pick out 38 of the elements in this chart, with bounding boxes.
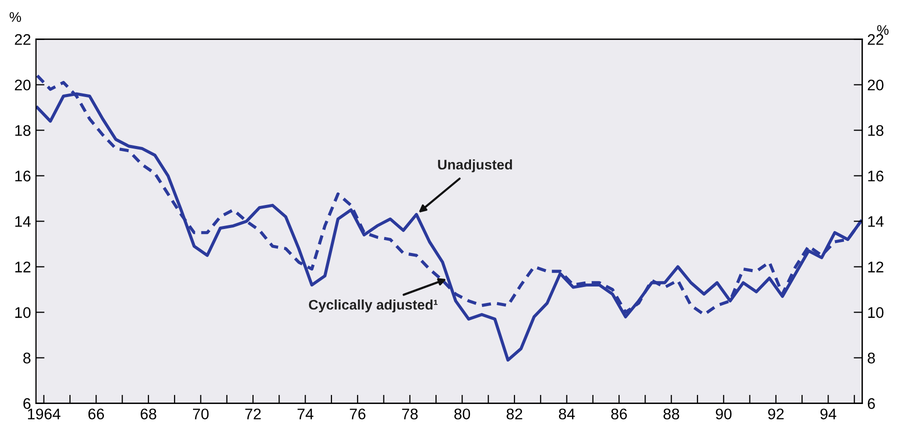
x-tick-label: 84 — [558, 408, 575, 420]
y-tick-label: 16 — [15, 170, 30, 182]
y2-tick-label: 20 — [868, 80, 884, 90]
x-tick-label: 78 — [402, 408, 418, 420]
x-tick-label: 90 — [716, 408, 732, 420]
y2-tick-label: 16 — [868, 170, 884, 182]
x-tick-label: 92 — [768, 408, 784, 420]
annotation: Unadjusted — [438, 159, 512, 172]
x-tick-label: 74 — [298, 408, 314, 420]
y2-tick-label: 12 — [868, 262, 884, 272]
x-tick-label: 80 — [454, 408, 470, 420]
y2-tick-label: 8 — [868, 352, 875, 364]
y2-tick-label: 22 — [868, 34, 884, 45]
y-tick-label: 8 — [23, 352, 30, 364]
y-tick-label: 14 — [15, 216, 31, 227]
x-tick-label: 66 — [88, 408, 104, 420]
x-tick-label: 82 — [506, 408, 522, 420]
x-tick-label: 70 — [193, 408, 209, 420]
y-tick-label: 22 — [14, 34, 30, 45]
x-tick-label: 68 — [140, 408, 156, 420]
x-tick-label: 88 — [664, 408, 680, 420]
y2-tick-label: 14 — [868, 216, 884, 227]
y2-tick-label: 18 — [868, 125, 884, 136]
y-tick-label: 10 — [15, 307, 31, 318]
y-tick-label: 6 — [23, 398, 30, 409]
x-tick-label: 86 — [611, 408, 627, 420]
x-tick-label: 1964 — [28, 408, 60, 420]
x-tick-label: 94 — [820, 408, 836, 420]
x-tick-label: 72 — [245, 408, 261, 420]
y-tick-label: 18 — [15, 125, 30, 136]
y-axis-title: % — [10, 12, 22, 22]
y-tick-label: 20 — [14, 80, 31, 90]
y-tick-label: 12 — [15, 262, 30, 272]
annotation: Cyclically adjusted¹ — [308, 299, 438, 312]
y2-tick-label: 6 — [868, 398, 875, 409]
x-tick-label: 76 — [350, 408, 366, 420]
y2-axis-title: % — [877, 25, 889, 35]
y2-tick-label: 10 — [868, 307, 884, 318]
